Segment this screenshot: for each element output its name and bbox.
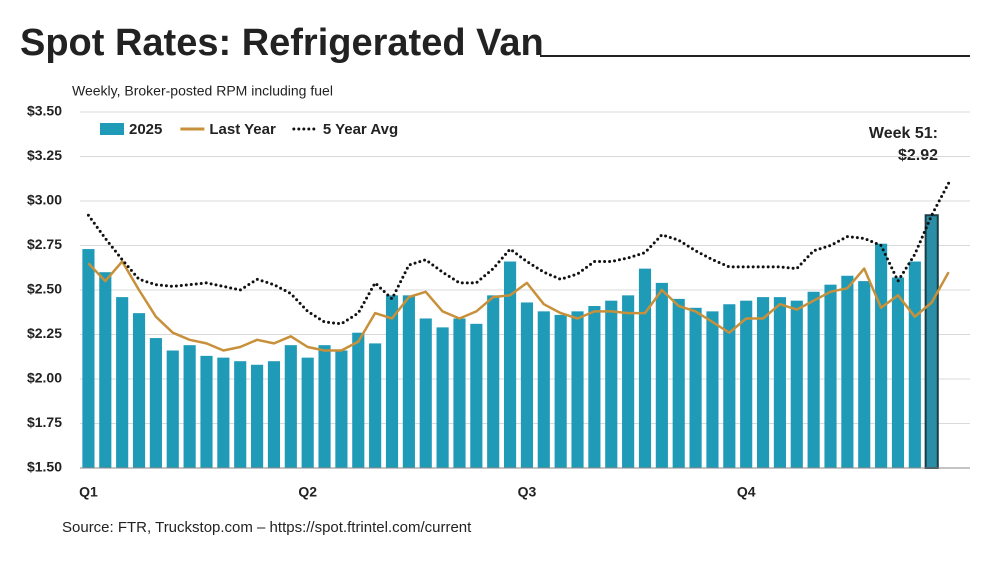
bar [234, 361, 247, 468]
bar [183, 345, 196, 468]
legend-label: 5 Year Avg [323, 121, 398, 138]
bar [503, 261, 517, 468]
legend-swatch [100, 123, 124, 135]
bar [82, 249, 95, 468]
bar [520, 302, 534, 468]
bar [858, 281, 871, 468]
bar [284, 345, 297, 468]
bar [924, 214, 939, 469]
source: Source: FTR, Truckstop.com – https://spo… [62, 519, 472, 536]
bar [841, 275, 854, 468]
line [87, 260, 950, 352]
bar [335, 350, 348, 468]
bar [166, 350, 179, 468]
bar [318, 345, 331, 468]
bar [301, 357, 314, 468]
y-tick-label: $2.50 [27, 281, 62, 297]
bar [470, 323, 483, 468]
bar [773, 297, 786, 468]
bar [267, 361, 281, 468]
bar [571, 311, 584, 468]
legend-label: Last Year [209, 121, 276, 138]
bar [622, 295, 635, 468]
bar [149, 338, 162, 468]
bar [99, 272, 112, 468]
bar [740, 300, 753, 468]
annotation: Week 51: [869, 125, 938, 142]
bar [402, 295, 415, 468]
bar [908, 261, 921, 468]
y-tick-label: $2.75 [27, 236, 62, 252]
bar [116, 297, 129, 468]
y-tick-label: $3.25 [27, 147, 62, 163]
bar [132, 313, 146, 468]
x-tick-label: Q2 [298, 484, 317, 500]
bar [436, 327, 449, 468]
bar [217, 357, 230, 468]
bar [756, 297, 770, 468]
bar [487, 295, 500, 468]
bar [385, 295, 399, 468]
y-tick-label: $3.00 [27, 192, 62, 208]
chart-title: Spot Rates: Refrigerated Van [20, 22, 544, 64]
y-tick-label: $2.00 [27, 370, 62, 386]
bar [251, 364, 264, 468]
x-tick-label: Q4 [737, 484, 756, 500]
bar [824, 284, 837, 468]
bar [723, 304, 736, 468]
bar [655, 282, 668, 468]
x-tick-label: Q1 [79, 484, 98, 500]
y-tick-label: $1.75 [27, 414, 62, 430]
bar [875, 243, 888, 468]
bar [891, 277, 905, 468]
bar [689, 307, 702, 468]
bar [588, 306, 601, 468]
bar [352, 332, 365, 468]
bar [537, 311, 550, 468]
y-tick-label: $1.50 [27, 459, 62, 475]
x-tick-label: Q3 [518, 484, 537, 500]
annotation: $2.92 [898, 147, 938, 164]
bar [638, 268, 652, 468]
y-tick-label: $3.50 [27, 103, 62, 119]
bar [453, 318, 466, 468]
y-tick-label: $2.25 [27, 325, 62, 341]
bar [807, 291, 820, 468]
bar [554, 314, 567, 468]
bar [605, 300, 618, 468]
bar [672, 298, 685, 468]
bar [706, 311, 719, 468]
bar [369, 343, 382, 468]
subtitle: Weekly, Broker-posted RPM including fuel [72, 83, 333, 99]
bar [200, 355, 213, 468]
legend-label: 2025 [129, 121, 162, 138]
dotted-line [86, 181, 951, 326]
bar [790, 300, 803, 468]
bar [419, 318, 432, 468]
